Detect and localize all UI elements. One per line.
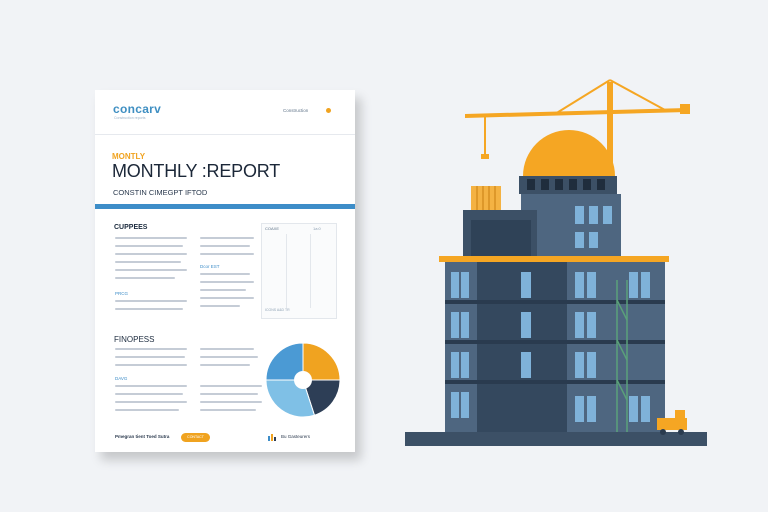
- donut-segment-3: [265, 379, 316, 418]
- bar-chart-icon: [268, 434, 276, 441]
- section-heading-b: FINOPESS: [114, 335, 155, 344]
- header-divider: [95, 134, 355, 135]
- table-value: 1a:0: [313, 226, 321, 231]
- header-right-text: Construction: [283, 108, 309, 113]
- section-subheading-2: Dcor EST: [200, 264, 220, 269]
- report-subtitle: CONSTIN CIMEGPT IFTOD: [113, 188, 208, 197]
- table-title: COAXE: [265, 226, 280, 231]
- section-subheading-1: PRCG: [115, 291, 129, 296]
- footer-left-text: Pmegran tient Toed Sutra: [115, 434, 170, 439]
- building-illustration: [405, 79, 707, 446]
- donut-segment-1: [302, 342, 341, 381]
- footer-right-text: Bu Gasteurers: [281, 434, 311, 439]
- donut-segment-4: [265, 342, 304, 381]
- data-table-panel: COAXE 1a:0 ICONS A&D TR: [261, 223, 337, 319]
- crane-icon: [465, 79, 690, 192]
- report-kicker: MONTLY: [112, 152, 146, 161]
- report-title: MONTHLY :REPORT: [112, 161, 281, 181]
- section-heading-a: CUPPEES: [114, 224, 148, 231]
- dome-icon: [519, 130, 617, 194]
- company-tagline: Construction reports: [114, 116, 146, 120]
- construction-vehicle-icon: [657, 410, 687, 435]
- company-logo: concarv: [113, 102, 162, 116]
- report-document: concarv Construction reports Constructio…: [95, 90, 355, 452]
- section-subheading-3: DAVG: [115, 376, 128, 381]
- title-band: [95, 204, 355, 209]
- contact-button-label: CONTACT: [187, 435, 204, 439]
- contact-button[interactable]: CONTACT: [181, 433, 210, 442]
- donut-segment-2: [302, 379, 341, 416]
- donut-chart: [265, 342, 341, 418]
- table-footer: ICONS A&D TR: [265, 308, 290, 312]
- header-dot-icon: [326, 108, 331, 113]
